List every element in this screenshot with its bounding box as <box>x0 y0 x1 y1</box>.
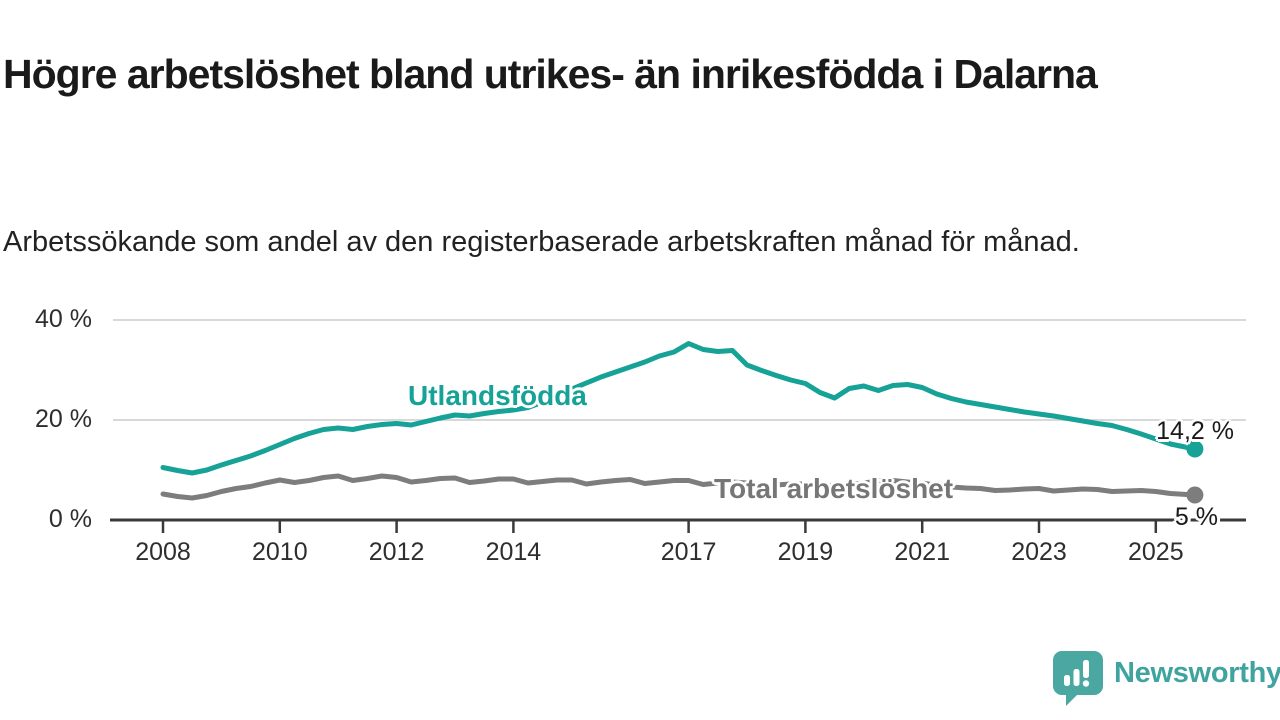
y-tick-label: 40 % <box>35 305 92 333</box>
speech-bubble-bar-chart-icon <box>1053 651 1103 706</box>
end-value-label-total: 5 % <box>1174 503 1218 531</box>
x-tick-label: 2008 <box>135 538 191 566</box>
x-tick-label: 2023 <box>1011 538 1067 566</box>
chart-subtitle: Arbetssökande som andel av den registerb… <box>3 226 1080 258</box>
newsworthy-logo: Newsworthy <box>1052 650 1280 707</box>
x-tick-label: 2017 <box>660 538 717 566</box>
x-tick-label: 2019 <box>777 538 834 566</box>
x-tick-label: 2021 <box>894 538 950 566</box>
x-tick-label: 2014 <box>485 538 542 566</box>
y-tick-label: 0 % <box>48 505 92 533</box>
x-tick-label: 2010 <box>251 538 308 566</box>
newsworthy-brand-text: Newsworthy <box>1114 657 1280 689</box>
y-tick-label: 20 % <box>35 405 92 433</box>
end-value-label-utlandsfodda: 14,2 % <box>1156 417 1234 445</box>
series-label-utlandsfodda: Utlandsfödda <box>408 380 587 411</box>
x-tick-label: 2012 <box>368 538 425 566</box>
chart-title: Högre arbetslöshet bland utrikes- än inr… <box>3 51 1098 98</box>
series-label-total-arbetsloshet: Total arbetslöshet <box>714 473 954 504</box>
x-tick-label: 2025 <box>1127 538 1184 566</box>
